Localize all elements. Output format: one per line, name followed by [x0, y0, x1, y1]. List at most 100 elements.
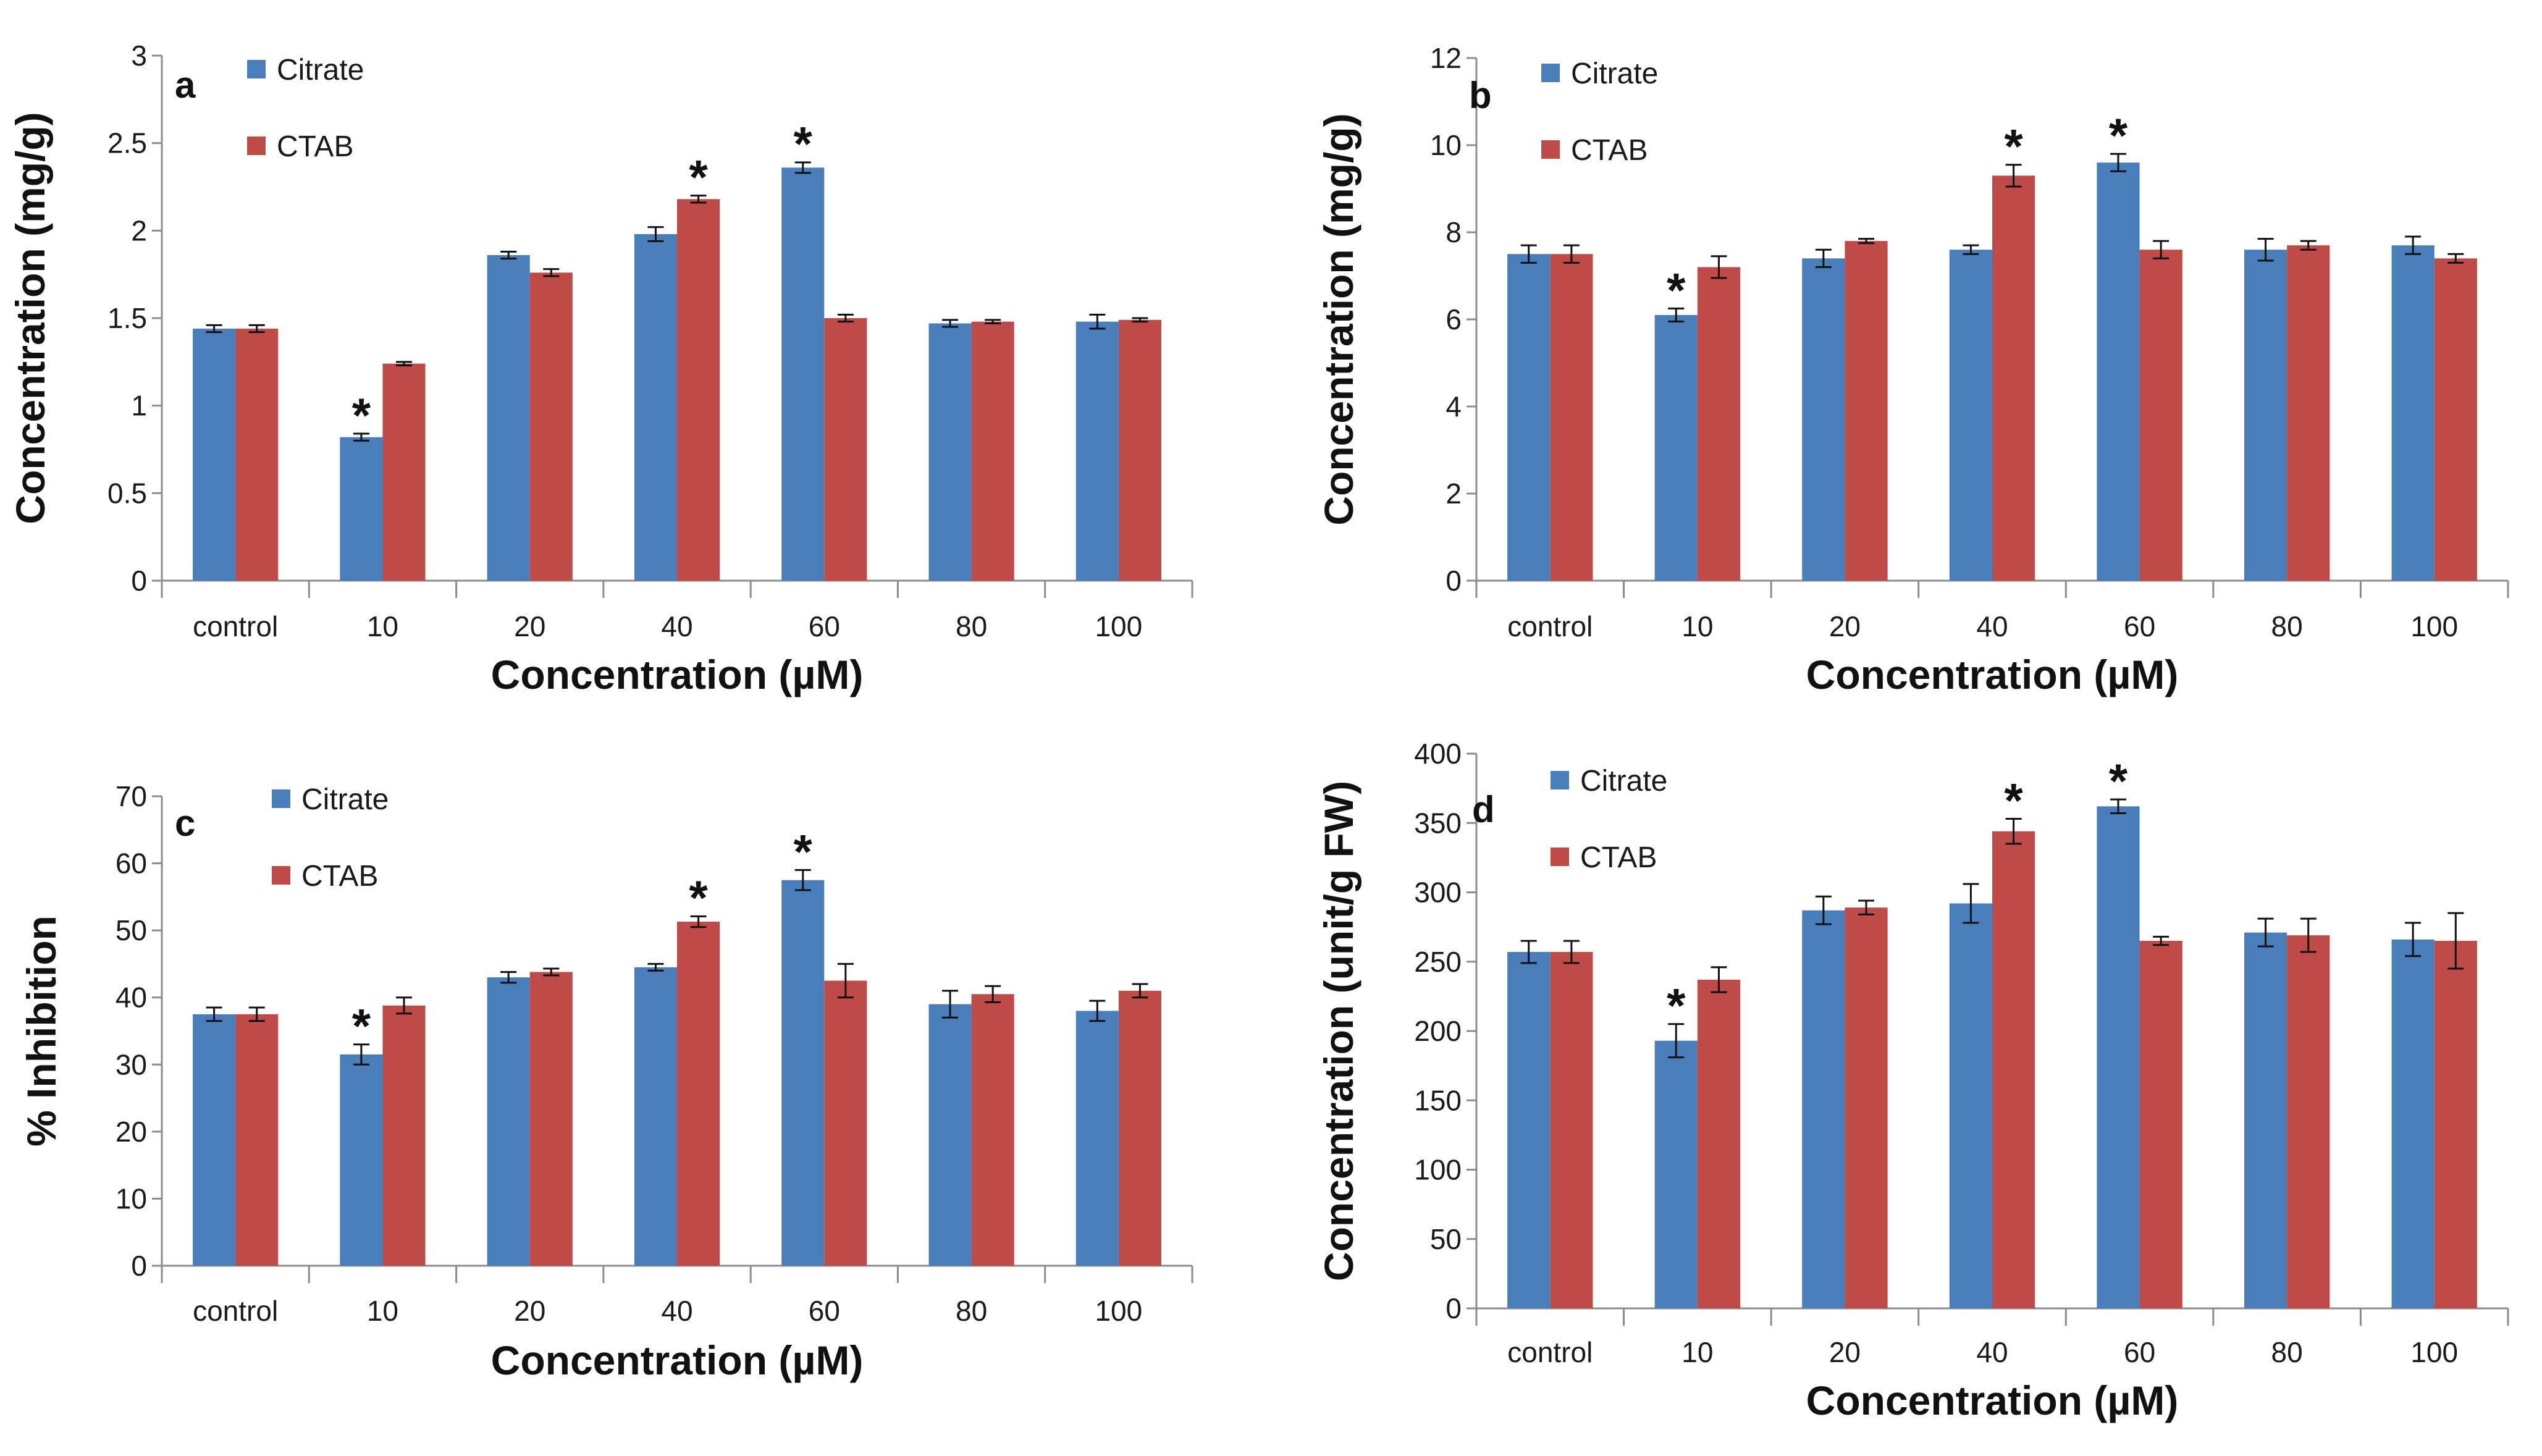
y-tick-label: 70: [116, 780, 147, 812]
y-tick-label: 50: [116, 914, 147, 946]
x-tick-label: 40: [1976, 610, 2008, 642]
legend-swatch-citrate: [247, 60, 266, 78]
x-tick-label: 20: [1829, 610, 1861, 642]
y-tick-label: 50: [1430, 1223, 1462, 1255]
significance-asterisk: *: [1667, 263, 1686, 317]
bar-citrate-80: [928, 323, 972, 581]
bar-ctab-100: [2434, 941, 2477, 1308]
x-tick-label: 80: [956, 1295, 987, 1327]
y-tick-label: 60: [116, 848, 147, 880]
bar-ctab-60: [824, 980, 867, 1266]
legend-label-ctab: CTAB: [277, 130, 353, 163]
x-tick-label: 10: [1681, 1336, 1713, 1368]
bar-ctab-control: [1550, 254, 1593, 581]
significance-asterisk: *: [794, 824, 813, 878]
panel-letter: c: [175, 802, 195, 844]
bar-citrate-100: [1075, 321, 1119, 581]
y-tick-label: 1: [131, 390, 147, 422]
x-tick-label: 100: [2410, 610, 2458, 642]
x-tick-label: control: [1507, 1336, 1593, 1368]
bar-citrate-100: [2391, 245, 2435, 581]
y-axis-title: Concentration (unit/g FW): [1316, 781, 1361, 1281]
bar-citrate-control: [1507, 952, 1551, 1308]
bar-ctab-10: [1697, 267, 1741, 581]
significance-asterisk: *: [1667, 978, 1686, 1033]
y-tick-label: 10: [1430, 129, 1462, 161]
x-tick-label: 20: [514, 610, 545, 642]
bar-ctab-control: [235, 329, 279, 581]
significance-asterisk: *: [352, 999, 371, 1053]
y-tick-label: 250: [1414, 946, 1462, 978]
bar-ctab-20: [1845, 241, 1888, 581]
significance-asterisk: *: [2109, 108, 2128, 162]
bar-ctab-20: [1845, 907, 1888, 1308]
bar-citrate-20: [487, 977, 530, 1266]
x-tick-label: 80: [2271, 1336, 2303, 1368]
significance-asterisk: *: [2109, 754, 2128, 808]
bar-citrate-10: [1654, 1040, 1698, 1308]
y-axis-title: Concentration (mg/g): [1316, 113, 1361, 525]
y-tick-label: 12: [1430, 42, 1462, 74]
y-tick-label: 30: [116, 1048, 147, 1080]
x-tick-label: 60: [2124, 610, 2155, 642]
bar-ctab-control: [1550, 952, 1593, 1308]
bar-citrate-20: [1802, 910, 1845, 1308]
legend-label-citrate: Citrate: [1571, 57, 1658, 90]
x-tick-label: 40: [661, 1295, 692, 1327]
bar-citrate-10: [340, 1054, 383, 1266]
chart-panel-a: 0 0.5 1 1.5 2 2.5 3 control * 10 20 * 40 * 60 80 100 Conc…: [7, 40, 1193, 697]
bar-citrate-control: [1507, 254, 1551, 581]
y-tick-label: 20: [116, 1116, 147, 1148]
panel-letter: a: [175, 64, 196, 106]
y-tick-label: 6: [1446, 303, 1462, 335]
bar-ctab-100: [1118, 990, 1161, 1266]
legend-label-citrate: Citrate: [301, 783, 389, 816]
x-tick-label: 80: [2271, 610, 2303, 642]
y-axis-title: Concentration (mg/g): [7, 112, 53, 524]
legend-label-ctab: CTAB: [301, 860, 378, 893]
x-tick-label: 60: [2124, 1336, 2155, 1368]
y-tick-label: 2: [131, 214, 147, 246]
bar-citrate-10: [1654, 314, 1698, 581]
significance-asterisk: *: [794, 117, 813, 171]
y-tick-label: 150: [1414, 1084, 1462, 1116]
x-axis-title: Concentration (µM): [491, 652, 864, 697]
y-tick-label: 3: [131, 40, 147, 72]
x-tick-label: 80: [956, 610, 987, 642]
bar-citrate-100: [1075, 1011, 1119, 1266]
significance-asterisk: *: [352, 388, 371, 442]
bar-citrate-40: [1949, 903, 1992, 1308]
y-tick-label: 0: [131, 1250, 147, 1282]
legend: Citrate CTAB: [1551, 765, 1667, 874]
y-tick-label: 0: [1446, 1292, 1462, 1324]
bar-citrate-10: [340, 437, 383, 581]
bar-ctab-80: [971, 994, 1014, 1266]
bar-ctab-10: [382, 1005, 426, 1266]
y-tick-label: 350: [1414, 807, 1462, 839]
legend-label-citrate: Citrate: [277, 54, 364, 86]
bar-citrate-40: [1949, 250, 1992, 581]
x-tick-label: 60: [809, 1295, 840, 1327]
legend-swatch-citrate: [1541, 64, 1560, 82]
bar-ctab-60: [2139, 250, 2182, 581]
significance-asterisk: *: [2004, 119, 2023, 174]
legend-swatch-ctab: [1551, 848, 1569, 866]
bar-ctab-40: [677, 922, 720, 1266]
legend-swatch-ctab: [1541, 140, 1560, 159]
x-tick-label: 100: [1095, 610, 1142, 642]
x-tick-label: 20: [1829, 1336, 1861, 1368]
bar-ctab-100: [1118, 319, 1161, 581]
legend-label-citrate: Citrate: [1580, 765, 1667, 797]
x-tick-label: 10: [367, 1295, 398, 1327]
x-tick-label: 10: [1681, 610, 1713, 642]
significance-asterisk: *: [689, 150, 708, 204]
bar-ctab-60: [2139, 941, 2182, 1308]
y-tick-label: 8: [1446, 216, 1462, 248]
x-tick-label: 60: [809, 610, 840, 642]
bar-citrate-40: [634, 234, 677, 581]
chart-panel-d: 0 50 100 150 200 250 300 350 400 control * 10 20 * 40 *…: [1316, 738, 2509, 1423]
legend-swatch-ctab: [247, 137, 266, 155]
x-tick-label: control: [1507, 610, 1593, 642]
panel-letter: d: [1472, 789, 1495, 830]
